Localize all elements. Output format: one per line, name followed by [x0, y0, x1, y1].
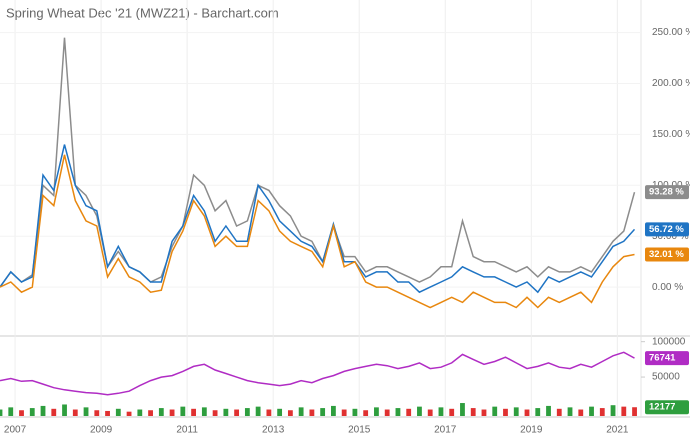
volume-bar: [384, 409, 390, 416]
volume-bar: [191, 408, 196, 416]
x-tick-label: 2007: [4, 425, 27, 436]
volume-bar: [115, 408, 121, 416]
last-value-tag: [645, 400, 689, 415]
volume-bar: [72, 409, 78, 416]
volume-bar: [578, 409, 584, 416]
volume-bar: [503, 408, 508, 416]
volume-bar: [201, 407, 207, 416]
last-value-tag: [645, 247, 689, 262]
volume-bar: [524, 409, 530, 416]
volume-bar: [51, 408, 57, 416]
series-line: [0, 154, 635, 309]
volume-bar: [19, 410, 24, 416]
volume-bar: [137, 409, 143, 416]
volume-bar: [546, 405, 551, 416]
volume-bar: [513, 407, 519, 416]
last-value-label: 93.28 %: [649, 187, 684, 198]
volume-bar: [0, 409, 3, 416]
volume-bar: [266, 409, 272, 416]
volume-bar: [287, 410, 293, 416]
volume-bar: [535, 408, 541, 416]
volume-bar: [212, 410, 218, 416]
volume-bar: [352, 408, 358, 416]
volume-bar: [40, 405, 46, 416]
last-value-label: 76741: [649, 353, 676, 364]
volume-bar: [395, 408, 401, 416]
volume-bar: [180, 406, 186, 416]
last-value-label: 32.01 %: [649, 249, 684, 260]
volume-bar: [234, 409, 240, 416]
volume-bar: [632, 407, 637, 416]
volume-bar: [331, 405, 336, 416]
volume-bar: [460, 403, 465, 416]
x-tick-label: 2019: [520, 425, 543, 436]
chart-title: Spring Wheat Dec '21 (MWZ21) - Barchart.…: [6, 5, 279, 20]
volume-bar: [8, 407, 14, 416]
volume-bar: [298, 407, 304, 416]
x-tick-label: 2011: [176, 425, 198, 436]
volume-bar: [427, 409, 433, 416]
volume-bar: [83, 407, 89, 416]
volume-bar: [169, 409, 175, 416]
x-tick-label: 2017: [434, 425, 457, 436]
last-value-label: 56.72 %: [649, 224, 684, 235]
volume-bar: [406, 408, 412, 416]
series-line: [0, 351, 635, 396]
last-value-tag: [645, 185, 689, 200]
volume-bar: [277, 408, 283, 416]
volume-bar: [589, 406, 594, 416]
volume-bar: [244, 408, 250, 416]
volume-bar: [341, 409, 347, 416]
series-line: [0, 144, 636, 294]
last-value-label: 12177: [649, 402, 675, 413]
y-tick-label: 50000: [652, 372, 680, 383]
x-tick-label: 2021: [606, 425, 629, 436]
y-tick-label: 100000: [652, 336, 686, 347]
x-tick-label: 2013: [262, 425, 285, 436]
volume-bar: [320, 408, 326, 416]
volume-bar: [309, 409, 315, 416]
volume-bar: [363, 410, 369, 416]
y-tick-label: 0.00 %: [652, 282, 683, 293]
volume-bar: [255, 406, 261, 416]
last-value-tag: [645, 222, 689, 237]
x-tick-label: 2015: [348, 425, 371, 436]
volume-bar: [492, 406, 498, 416]
volume-bar: [599, 408, 605, 416]
volume-bar: [417, 406, 422, 416]
volume-bar: [105, 410, 110, 416]
volume-bar: [449, 408, 455, 416]
volume-bar: [556, 408, 562, 416]
volume-bar: [158, 408, 164, 416]
volume-bar: [470, 408, 476, 416]
volume-bar: [567, 407, 573, 416]
y-tick-label: 150.00 %: [652, 129, 690, 140]
y-tick-label: 250.00 %: [652, 27, 690, 38]
volume-bar: [148, 410, 153, 416]
last-value-tag: [645, 351, 689, 366]
volume-bar: [94, 410, 100, 416]
volume-bar: [481, 409, 487, 416]
volume-bar: [126, 411, 132, 416]
volume-bar: [374, 407, 379, 416]
x-tick-label: 2009: [90, 425, 113, 436]
volume-bar: [29, 408, 35, 416]
volume-bar: [610, 405, 616, 416]
volume-bar: [62, 404, 67, 416]
y-tick-label: 200.00 %: [652, 78, 690, 89]
volume-bar: [621, 406, 627, 416]
volume-bar: [438, 407, 444, 416]
volume-bar: [223, 408, 229, 416]
